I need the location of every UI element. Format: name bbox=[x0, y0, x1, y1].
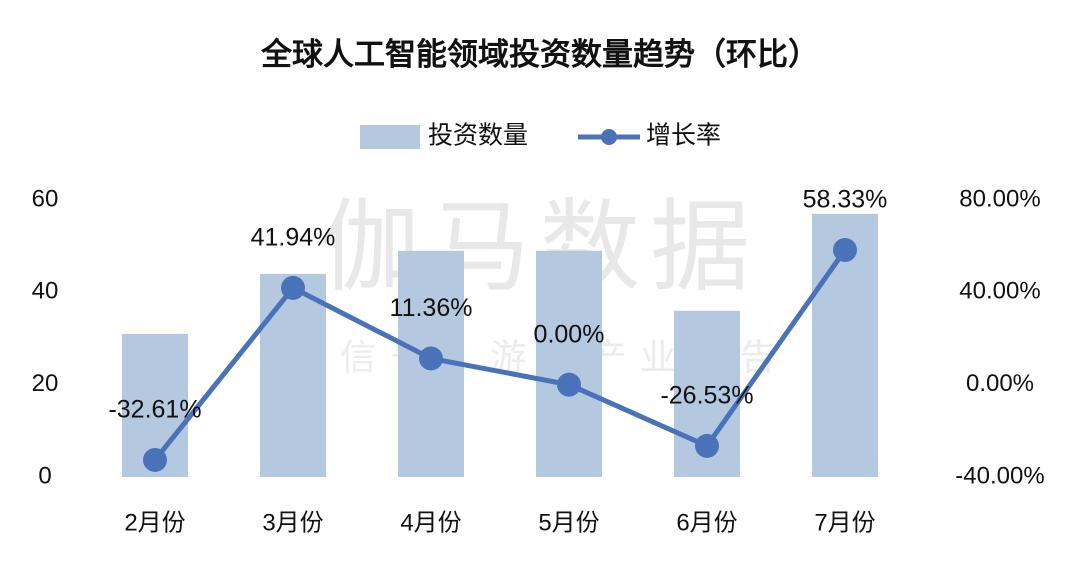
point bbox=[833, 238, 857, 263]
bar bbox=[536, 250, 602, 477]
data-label: 0.00% bbox=[534, 320, 605, 348]
point bbox=[557, 372, 581, 397]
point bbox=[419, 346, 443, 371]
bar bbox=[260, 273, 326, 477]
x-tick-label: 2月份 bbox=[124, 509, 185, 536]
y2-tick-label: -40.00% bbox=[955, 462, 1044, 489]
point bbox=[695, 433, 719, 458]
data-label: -26.53% bbox=[660, 382, 753, 410]
point bbox=[281, 275, 305, 300]
data-label: 11.36% bbox=[390, 294, 473, 322]
y2-tick-label: 40.00% bbox=[959, 278, 1040, 305]
data-label: -32.61% bbox=[108, 396, 201, 424]
x-tick-label: 5月份 bbox=[538, 509, 599, 536]
data-label: 58.33% bbox=[803, 186, 888, 214]
line bbox=[153, 248, 848, 462]
plot: 0 20 40 60 -40.00% 0.00% 40.00% 80.00% 2月份 3月份 4月份… bbox=[32, 122, 1045, 537]
y-tick-label: 20 bbox=[32, 370, 59, 397]
legend-label: 增长率 bbox=[646, 122, 721, 150]
legend-label: 投资数量 bbox=[428, 122, 528, 150]
y-tick-label: 60 bbox=[32, 185, 59, 212]
x-tick-label: 4月份 bbox=[400, 509, 461, 536]
y2-tick-label: 0.00% bbox=[966, 370, 1034, 397]
y-tick-label: 40 bbox=[32, 278, 59, 305]
legend-swatch bbox=[601, 129, 617, 145]
data-label: 41.94% bbox=[251, 223, 336, 251]
x-tick-label: 3月份 bbox=[262, 509, 323, 536]
y2-tick-label: 80.00% bbox=[959, 185, 1040, 212]
watermark: 伽马数据 bbox=[320, 191, 760, 303]
x-tick-label: 7月份 bbox=[814, 509, 875, 536]
x-tick-label: 6月份 bbox=[676, 509, 737, 536]
point bbox=[143, 447, 167, 472]
y-tick-label: 0 bbox=[38, 462, 51, 489]
chart-title: 全球人工智能领域投资数量趋势（环比） bbox=[260, 37, 819, 72]
legend-swatch bbox=[360, 125, 420, 149]
